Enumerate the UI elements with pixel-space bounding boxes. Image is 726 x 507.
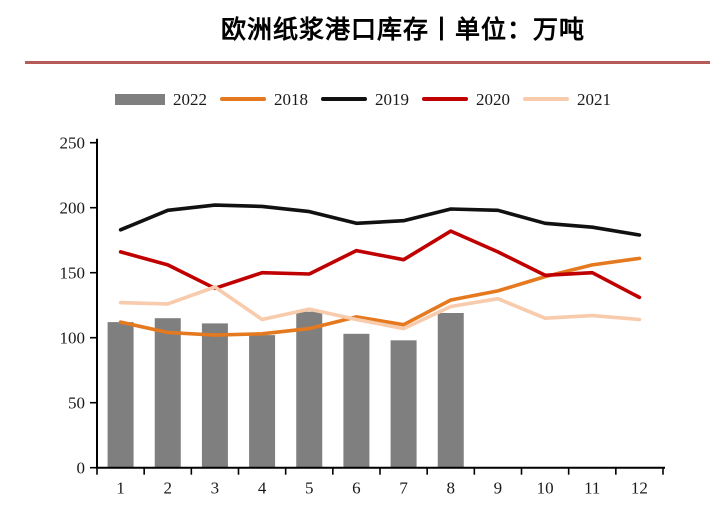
x-axis-tick-label: 4 bbox=[258, 479, 267, 498]
x-axis-tick-label: 1 bbox=[116, 479, 125, 498]
bar-2022-month-7 bbox=[390, 340, 417, 468]
bar-2022-month-4 bbox=[249, 335, 276, 468]
line-2020 bbox=[118, 229, 642, 300]
y-axis-tick-label: 200 bbox=[60, 199, 86, 218]
legend-swatch-2019 bbox=[321, 97, 367, 101]
x-axis-tick-label: 8 bbox=[447, 479, 456, 498]
chart-legend: 2022 2018 2019 2020 2021 bbox=[0, 88, 726, 110]
x-axis-tick-label: 12 bbox=[631, 479, 648, 498]
x-axis-tick-label: 5 bbox=[305, 479, 314, 498]
bar-2022-month-5 bbox=[296, 311, 323, 468]
legend-label: 2018 bbox=[274, 89, 308, 109]
x-axis-tick-label: 10 bbox=[537, 479, 554, 498]
y-axis-tick-label: 250 bbox=[60, 134, 86, 153]
legend-swatch-2022 bbox=[115, 93, 165, 105]
line-2019 bbox=[118, 203, 642, 237]
x-axis-tick-label: 7 bbox=[399, 479, 408, 498]
legend-item-2022: 2022 bbox=[115, 91, 207, 108]
x-axis-tick-label: 2 bbox=[164, 479, 173, 498]
x-axis-tick-label: 11 bbox=[584, 479, 600, 498]
x-axis-tick-label: 9 bbox=[494, 479, 503, 498]
legend-label: 2021 bbox=[577, 89, 611, 109]
separator-rule bbox=[25, 61, 710, 64]
legend-label: 2022 bbox=[173, 89, 207, 109]
bar-2022-month-3 bbox=[201, 323, 228, 468]
legend-swatch-2018 bbox=[220, 97, 266, 101]
bar-2022-month-1 bbox=[107, 322, 134, 468]
legend-item-2021: 2021 bbox=[523, 91, 611, 108]
y-axis-tick-label: 0 bbox=[77, 459, 86, 478]
bar-2022-month-6 bbox=[343, 333, 370, 468]
legend-item-2020: 2020 bbox=[422, 91, 510, 108]
y-axis-tick-label: 150 bbox=[60, 264, 86, 283]
bar-2022-month-2 bbox=[154, 318, 181, 468]
legend-label: 2020 bbox=[476, 89, 510, 109]
x-axis-tick-label: 6 bbox=[352, 479, 361, 498]
y-axis-tick-label: 100 bbox=[60, 329, 86, 348]
legend-label: 2019 bbox=[375, 89, 409, 109]
legend-swatch-2020 bbox=[422, 97, 468, 101]
chart-title: 欧洲纸浆港口库存丨单位：万吨 bbox=[220, 16, 585, 44]
legend-item-2018: 2018 bbox=[220, 91, 308, 108]
y-axis-tick-label: 50 bbox=[68, 394, 85, 413]
legend-item-2019: 2019 bbox=[321, 91, 409, 108]
line-2021 bbox=[118, 285, 642, 331]
bar-2022-month-8 bbox=[437, 313, 464, 468]
x-axis-tick-label: 3 bbox=[211, 479, 220, 498]
legend-swatch-2021 bbox=[523, 97, 569, 101]
